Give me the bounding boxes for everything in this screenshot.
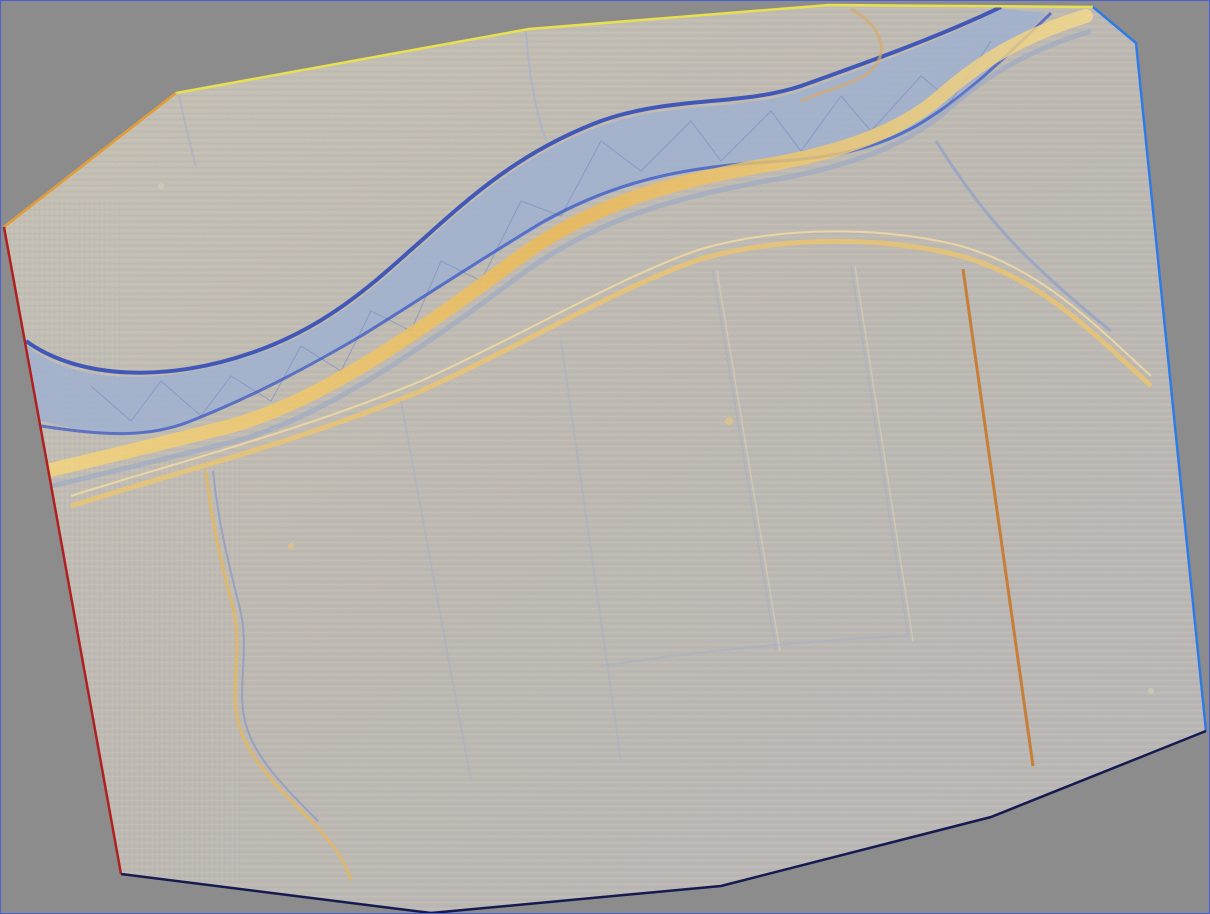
channel-facets xyxy=(90,40,992,422)
boundary-top-west xyxy=(3,92,177,228)
boundary-right xyxy=(1092,6,1208,732)
west-field-edge xyxy=(204,470,353,882)
field-lines-light xyxy=(716,265,914,652)
west-field-edge-shadow xyxy=(212,470,319,822)
knoll xyxy=(725,417,733,425)
knoll xyxy=(288,543,294,549)
field-crossline xyxy=(600,635,907,667)
north-hook xyxy=(800,7,883,103)
northwest-block-edge xyxy=(178,95,197,167)
field-lines xyxy=(400,265,910,782)
knoll xyxy=(1148,688,1154,694)
east-escarpment xyxy=(934,140,1112,333)
boundary-bottom xyxy=(120,729,1207,913)
field-boundary-ditch xyxy=(961,268,1035,767)
channel-south-edge xyxy=(40,11,1053,436)
track xyxy=(70,238,1153,509)
knoll xyxy=(158,183,164,189)
embankment-ridge xyxy=(39,9,1093,478)
embankment-ridge-shadow xyxy=(50,28,1092,489)
channel-north-edge xyxy=(24,5,1002,375)
upper-channel xyxy=(21,9,1046,434)
track-edge xyxy=(70,230,1152,497)
north-block-edge xyxy=(525,30,547,142)
survey-boundary xyxy=(2,3,1208,913)
boundary-left xyxy=(2,226,123,875)
